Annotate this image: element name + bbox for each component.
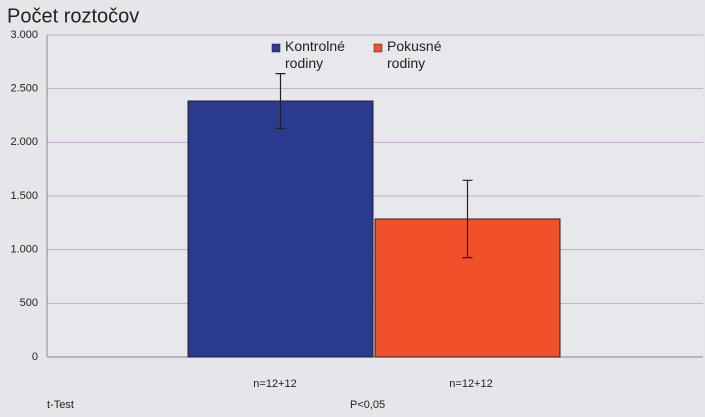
sample-label: n=12+12 xyxy=(449,378,492,390)
bar xyxy=(187,100,374,358)
error-bar xyxy=(462,179,473,259)
legend-swatch xyxy=(373,43,383,53)
y-tick-label: 0 xyxy=(32,351,38,363)
legend-label: Pokusné rodiny xyxy=(387,38,442,71)
chart-title: Počet roztočov xyxy=(7,5,139,27)
y-tick-label: 500 xyxy=(20,297,38,309)
y-tick-label: 1.500 xyxy=(10,190,38,202)
y-tick-label: 2.500 xyxy=(10,83,38,95)
sample-label: n=12+12 xyxy=(253,378,296,390)
footnote: P<0,05 xyxy=(350,399,385,411)
legend-swatch xyxy=(271,43,281,53)
footnote: t-Test xyxy=(47,399,74,411)
y-tick-label: 1.000 xyxy=(10,244,38,256)
y-tick-label: 3.000 xyxy=(10,29,38,41)
legend-label: Kontrolné rodiny xyxy=(285,38,345,71)
error-bar xyxy=(275,73,286,129)
y-tick-label: 2.000 xyxy=(10,136,38,148)
